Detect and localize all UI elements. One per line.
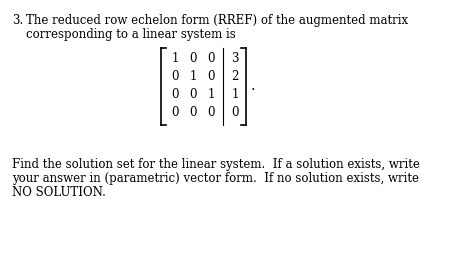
Text: Find the solution set for the linear system.  If a solution exists, write: Find the solution set for the linear sys…	[12, 158, 420, 171]
Text: 0: 0	[171, 106, 179, 119]
Text: 1: 1	[171, 52, 179, 65]
Text: 1: 1	[189, 70, 197, 83]
Text: 3: 3	[231, 52, 239, 65]
Text: 0: 0	[207, 52, 215, 65]
Text: 2: 2	[231, 70, 239, 83]
Text: NO SOLUTION.: NO SOLUTION.	[12, 186, 106, 199]
Text: 1: 1	[207, 88, 215, 101]
Text: 0: 0	[207, 70, 215, 83]
Text: corresponding to a linear system is: corresponding to a linear system is	[26, 28, 236, 41]
Text: 0: 0	[189, 106, 197, 119]
Text: your answer in (parametric) vector form.  If no solution exists, write: your answer in (parametric) vector form.…	[12, 172, 419, 185]
Text: 3.: 3.	[12, 14, 23, 27]
Text: 0: 0	[171, 88, 179, 101]
Text: .: .	[251, 79, 255, 93]
Text: 0: 0	[189, 88, 197, 101]
Text: The reduced row echelon form (RREF) of the augmented matrix: The reduced row echelon form (RREF) of t…	[26, 14, 408, 27]
Text: 0: 0	[231, 106, 239, 119]
Text: 1: 1	[231, 88, 239, 101]
Text: 0: 0	[171, 70, 179, 83]
Text: 0: 0	[189, 52, 197, 65]
Text: 0: 0	[207, 106, 215, 119]
